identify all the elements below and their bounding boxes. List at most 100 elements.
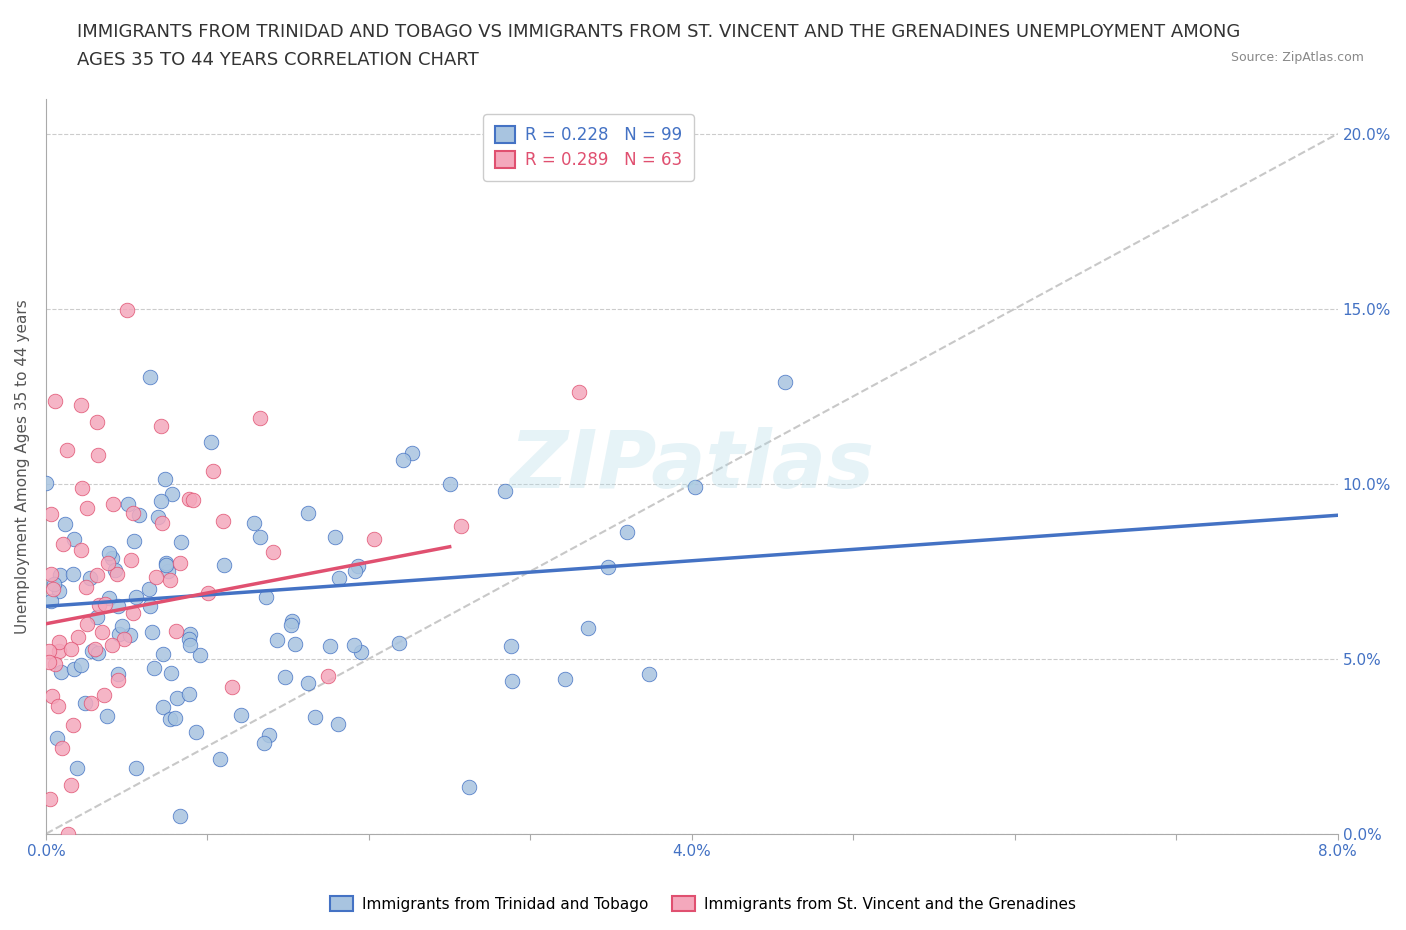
- Point: [297, 505, 319, 520]
- Text: IMMIGRANTS FROM TRINIDAD AND TOBAGO VS IMMIGRANTS FROM ST. VINCENT AND THE GRENA: IMMIGRANTS FROM TRINIDAD AND TOBAGO VS I…: [77, 23, 1240, 41]
- Point: [122, 605, 145, 620]
- Point: [115, 303, 138, 318]
- Point: [598, 560, 620, 575]
- Point: [181, 492, 204, 507]
- Point: [139, 599, 162, 614]
- Point: [86, 567, 108, 582]
- Point: [638, 667, 661, 682]
- Legend: R = 0.228   N = 99, R = 0.289   N = 63: R = 0.228 N = 99, R = 0.289 N = 63: [484, 114, 693, 180]
- Point: [120, 628, 142, 643]
- Point: [138, 581, 160, 596]
- Point: [145, 570, 167, 585]
- Point: [160, 665, 183, 680]
- Point: [179, 631, 201, 646]
- Point: [41, 566, 63, 581]
- Point: [38, 654, 60, 669]
- Point: [79, 571, 101, 586]
- Point: [170, 535, 193, 550]
- Point: [125, 590, 148, 604]
- Point: [159, 711, 181, 726]
- Point: [83, 642, 105, 657]
- Point: [160, 486, 183, 501]
- Point: [326, 716, 349, 731]
- Point: [59, 642, 82, 657]
- Point: [146, 510, 169, 525]
- Point: [179, 686, 201, 701]
- Point: [51, 665, 73, 680]
- Point: [363, 531, 385, 546]
- Point: [262, 544, 284, 559]
- Point: [97, 545, 120, 560]
- Point: [124, 760, 146, 775]
- Point: [179, 627, 201, 642]
- Point: [284, 637, 307, 652]
- Point: [249, 530, 271, 545]
- Point: [51, 741, 73, 756]
- Point: [42, 577, 65, 591]
- Text: ZIPatlas: ZIPatlas: [509, 427, 875, 505]
- Point: [58, 827, 80, 842]
- Point: [35, 475, 58, 490]
- Point: [87, 448, 110, 463]
- Point: [107, 666, 129, 681]
- Point: [177, 492, 200, 507]
- Point: [96, 709, 118, 724]
- Point: [94, 597, 117, 612]
- Point: [501, 673, 523, 688]
- Text: AGES 35 TO 44 YEARS CORRELATION CHART: AGES 35 TO 44 YEARS CORRELATION CHART: [77, 51, 479, 69]
- Point: [105, 566, 128, 581]
- Point: [96, 555, 118, 570]
- Point: [152, 699, 174, 714]
- Point: [188, 647, 211, 662]
- Point: [212, 558, 235, 573]
- Point: [122, 533, 145, 548]
- Y-axis label: Unemployment Among Ages 35 to 44 years: Unemployment Among Ages 35 to 44 years: [15, 299, 30, 633]
- Point: [87, 645, 110, 660]
- Point: [253, 736, 276, 751]
- Point: [76, 500, 98, 515]
- Point: [76, 617, 98, 631]
- Point: [257, 727, 280, 742]
- Point: [107, 672, 129, 687]
- Point: [201, 464, 224, 479]
- Point: [80, 696, 103, 711]
- Point: [494, 484, 516, 498]
- Point: [304, 710, 326, 724]
- Point: [38, 644, 60, 658]
- Point: [229, 708, 252, 723]
- Point: [392, 453, 415, 468]
- Point: [323, 529, 346, 544]
- Point: [221, 679, 243, 694]
- Point: [249, 411, 271, 426]
- Point: [70, 658, 93, 672]
- Point: [44, 657, 66, 671]
- Point: [101, 638, 124, 653]
- Point: [242, 516, 264, 531]
- Point: [108, 626, 131, 641]
- Point: [153, 472, 176, 486]
- Point: [93, 687, 115, 702]
- Point: [72, 481, 94, 496]
- Point: [69, 542, 91, 557]
- Point: [111, 618, 134, 633]
- Text: Source: ZipAtlas.com: Source: ZipAtlas.com: [1230, 51, 1364, 64]
- Point: [67, 630, 90, 644]
- Point: [101, 497, 124, 512]
- Point: [775, 374, 797, 389]
- Point: [197, 586, 219, 601]
- Point: [46, 698, 69, 713]
- Point: [157, 564, 180, 578]
- Point: [41, 689, 63, 704]
- Point: [86, 610, 108, 625]
- Point: [439, 477, 461, 492]
- Point: [53, 517, 76, 532]
- Point: [62, 566, 84, 581]
- Point: [63, 532, 86, 547]
- Point: [576, 620, 599, 635]
- Point: [117, 497, 139, 512]
- Point: [55, 443, 77, 458]
- Point: [73, 696, 96, 711]
- Point: [458, 779, 481, 794]
- Point: [169, 556, 191, 571]
- Point: [155, 555, 177, 570]
